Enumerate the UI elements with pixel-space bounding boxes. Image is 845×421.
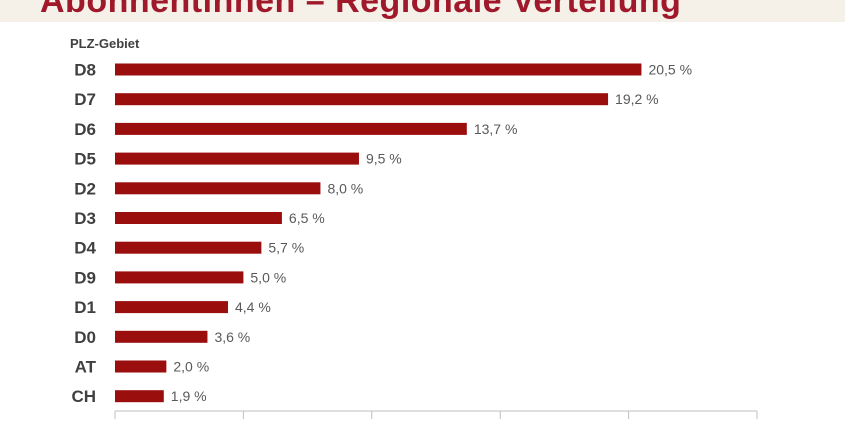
bar-d7 [115, 93, 609, 106]
bar-d5 [115, 152, 359, 165]
category-label-d5: D5 [74, 150, 96, 169]
category-label-d9: D9 [74, 268, 96, 287]
value-label-d1: 4,4 % [235, 299, 271, 315]
bar-ch [115, 390, 164, 403]
value-label-ch: 1,9 % [171, 388, 207, 404]
value-label-d8: 20,5 % [648, 62, 692, 78]
bar-at [115, 360, 167, 373]
category-label-d2: D2 [74, 179, 96, 198]
bars-group: D8 20,5 % D7 19,2 % D6 13,7 % D5 9,5 % D2 8,0 % D3… [71, 61, 692, 407]
category-label-ch: CH [71, 387, 96, 406]
value-label-d3: 6,5 % [289, 210, 325, 226]
category-label-d0: D0 [74, 328, 96, 347]
y-axis-title: PLZ-Gebiet [70, 36, 140, 51]
value-label-d7: 19,2 % [615, 91, 659, 107]
value-label-d2: 8,0 % [327, 180, 363, 196]
value-label-d9: 5,0 % [250, 269, 286, 285]
category-label-d7: D7 [74, 90, 96, 109]
header-band [0, 0, 845, 22]
category-label-d4: D4 [74, 239, 96, 258]
bar-d6 [115, 122, 467, 135]
category-label-at: AT [75, 358, 97, 377]
category-label-d8: D8 [74, 61, 96, 80]
bar-d2 [115, 182, 321, 195]
bar-d0 [115, 330, 208, 343]
value-label-d6: 13,7 % [474, 121, 518, 137]
bar-d4 [115, 241, 262, 254]
value-label-d5: 9,5 % [366, 151, 402, 167]
value-label-at: 2,0 % [173, 359, 209, 375]
value-label-d4: 5,7 % [268, 240, 304, 256]
bar-d8 [115, 63, 642, 76]
bar-d1 [115, 301, 228, 314]
value-label-d0: 3,6 % [214, 329, 250, 345]
x-axis [114, 410, 758, 419]
page-title: Abonnentinnen – Regionale Verteilung [40, 0, 682, 20]
bar-d9 [115, 271, 244, 284]
category-label-d3: D3 [74, 209, 96, 228]
bar-d3 [115, 212, 282, 224]
category-label-d6: D6 [74, 120, 96, 139]
category-label-d1: D1 [74, 298, 96, 317]
